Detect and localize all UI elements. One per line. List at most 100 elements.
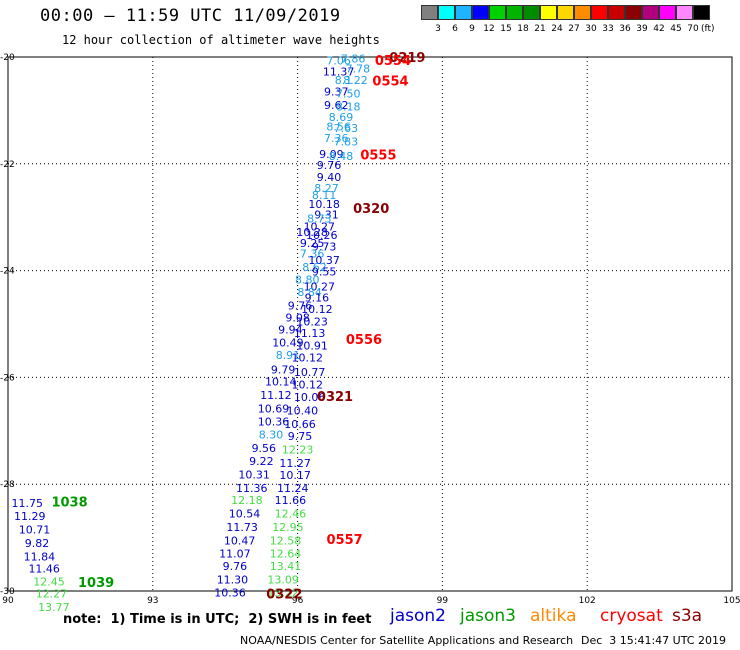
wave-height-label: 10.27 [304,220,336,233]
wave-height-label: 10.31 [238,469,270,482]
legend-s3a: s3a [672,606,703,626]
wave-height-label: 9.76 [317,159,342,172]
wave-height-label: 10.47 [224,534,256,547]
colorbar-swatch [489,5,506,20]
wave-height-label: 10.17 [279,469,311,482]
y-tick-label: -24 [0,267,15,277]
wave-height-label: 10.40 [287,405,319,418]
wave-height-label: 10.77 [294,366,326,379]
wave-height-label: 10.26 [306,229,338,242]
wave-height-label: 12.95 [272,521,304,534]
wave-height-label: 8.73 [307,212,332,225]
wave-height-label: 10.12 [301,303,333,316]
x-tick-label: 93 [147,596,158,606]
wave-height-label: 9.76 [288,299,313,312]
colorbar-label: 6 [452,24,458,34]
wave-height-label: 11.84 [24,550,56,563]
colorbar-label: 33 [602,24,614,34]
wave-height-label: 10.37 [308,254,340,267]
wave-height-label: 8.30 [259,429,284,442]
wave-height-label: 13.41 [270,560,302,573]
wave-height-label: 12.58 [270,534,302,547]
colorbar-swatch [659,5,676,20]
wave-height-label: 8.27 [314,182,339,195]
wave-height-label: 12.27 [36,588,68,601]
x-tick-label: 102 [579,596,596,606]
wave-height-label: 10.18 [308,198,340,211]
pass-time-label: 0555 [360,149,396,164]
wave-height-label: 8.1 [335,74,353,87]
wave-height-label: 10.06 [294,391,326,404]
wave-height-label: 7.86 [341,53,366,66]
wave-height-label: 10.12 [292,352,324,365]
wave-height-label: 11.36 [236,482,268,495]
wave-height-label: 9.82 [25,537,50,550]
colorbar-swatch [642,5,659,20]
colorbar-swatch [421,5,438,20]
wave-height-label: 9.22 [249,455,274,468]
wave-height-label: 13.22 [267,587,299,600]
wave-height-label: 11.37 [323,65,355,78]
generated-timestamp: Dec 3 15:41:47 UTC 2019 [581,634,726,647]
wave-height-label: 8.91 [276,349,301,362]
wave-height-label: 11.13 [294,327,326,340]
wave-height-label: 12.23 [282,443,314,456]
x-tick-label: 90 [2,596,14,606]
wave-height-label: 13.09 [267,573,299,586]
x-tick-label: 105 [723,596,740,606]
wave-height-label: 10.14 [265,376,297,389]
wave-height-label: 11.73 [226,521,258,534]
pass-time-label: 1039 [78,576,114,591]
wave-height-label: 8.11 [312,189,337,202]
colorbar-swatch [523,5,540,20]
wave-height-label: 9.79 [271,363,296,376]
wave-height-label: 8.18 [336,101,361,114]
colorbar-label: 15 [500,24,512,34]
colorbar-label: 18 [517,24,529,34]
wave-height-label: 10.91 [296,339,328,352]
wave-height-label: 13.77 [38,601,70,614]
credit-line: NOAA/NESDIS Center for Satellite Applica… [240,634,574,647]
colorbar-swatch [540,5,557,20]
colorbar-label: 9 [469,24,475,34]
wave-height-label: 7.78 [346,63,371,76]
wave-height-label: 8.62 [302,261,327,274]
colorbar-swatch [608,5,625,20]
wave-height-label: 9.75 [288,430,313,443]
colorbar-label: 42 [653,24,665,34]
y-tick-label: -30 [0,587,15,597]
colorbar-label: 45 [670,24,682,34]
colorbar-swatch [472,5,489,20]
wave-height-label: 11.29 [14,510,46,523]
colorbar-label: 39 [636,24,648,34]
colorbar-label: 70 [687,24,699,34]
pass-time-label: 0554 [375,54,411,69]
pass-time-label: 0557 [327,533,363,548]
pass-time-label: 0320 [353,202,389,217]
wave-height-label: 9.16 [305,291,330,304]
colorbar-swatch [438,5,455,20]
colorbar-label: 36 [619,24,631,34]
wave-height-label: 10.27 [304,281,336,294]
wave-height-label: 9.37 [324,86,349,99]
wave-height-label: 9.09 [319,148,344,161]
y-tick-label: -26 [0,373,15,383]
footnote: note: 1) Time is in UTC; 2) SWH is in fe… [63,612,372,627]
colorbar-label: 30 [585,24,597,34]
wave-height-label: 9.40 [317,171,342,184]
wave-height-label: 11.30 [217,573,249,586]
wave-height-label: 11.24 [277,482,309,495]
wave-height-label: 9.76 [223,560,248,573]
plot-frame [7,56,733,592]
wave-height-label: 8.22 [343,74,368,87]
legend-jason2: jason2 [390,606,446,626]
colorbar-swatch [591,5,608,20]
chart-title: 00:00 – 11:59 UTC 11/09/2019 [40,6,341,26]
wave-height-label: 10.36 [214,587,246,600]
colorbar-label: 3 [435,24,441,34]
wave-height-label: 9.62 [324,99,349,112]
wave-height-label: 10.66 [284,418,316,431]
colorbar-swatch [506,5,523,20]
x-tick-label: 99 [437,596,449,606]
